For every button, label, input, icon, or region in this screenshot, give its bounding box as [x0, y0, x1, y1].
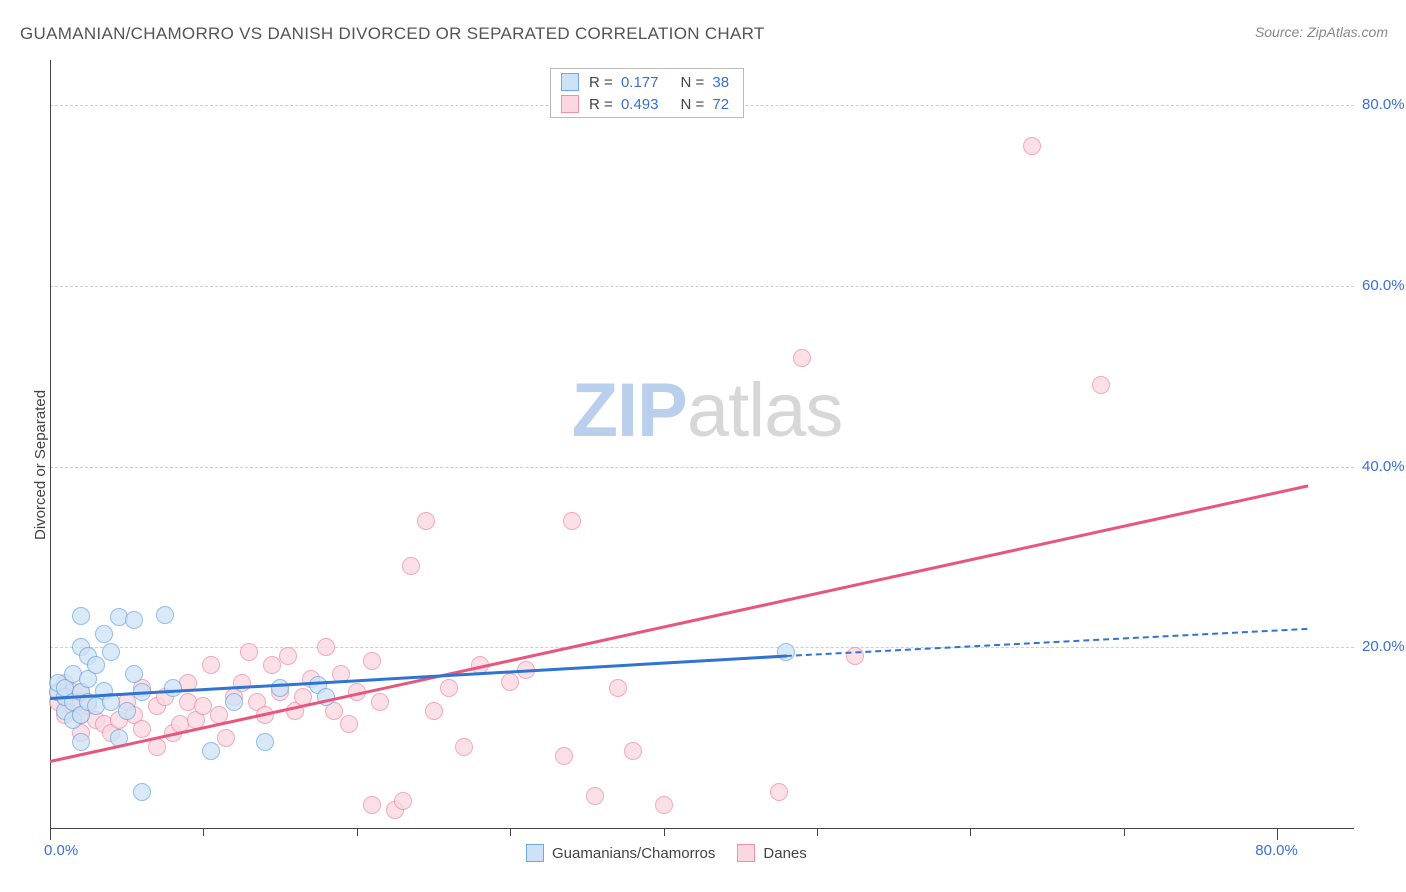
data-point-danes: [217, 729, 235, 747]
x-tick: [664, 828, 665, 836]
data-point-danes: [240, 643, 258, 661]
y-tick-label: 20.0%: [1362, 638, 1405, 655]
data-point-danes: [363, 652, 381, 670]
y-tick-label: 40.0%: [1362, 458, 1405, 475]
stats-text: R = 0.493N = 72: [589, 96, 733, 113]
data-point-guamanians: [156, 606, 174, 624]
source-name: ZipAtlas.com: [1307, 24, 1388, 40]
data-point-danes: [586, 787, 604, 805]
trend-line: [50, 485, 1309, 764]
series-legend: Guamanians/Chamorros Danes: [526, 844, 807, 862]
stats-text: R = 0.177N = 38: [589, 74, 733, 91]
data-point-danes: [417, 512, 435, 530]
legend-swatch-danes: [737, 844, 755, 862]
data-point-danes: [233, 674, 251, 692]
x-tick: [817, 828, 818, 836]
data-point-danes: [425, 702, 443, 720]
swatch-danes: [561, 95, 579, 113]
data-point-danes: [624, 742, 642, 760]
legend-item-danes: Danes: [737, 844, 806, 862]
data-point-guamanians: [72, 733, 90, 751]
x-tick: [1277, 828, 1278, 840]
x-tick: [510, 828, 511, 836]
data-point-danes: [455, 738, 473, 756]
trend-line-dashed: [786, 627, 1308, 656]
y-tick-label: 60.0%: [1362, 277, 1405, 294]
x-tick: [1124, 828, 1125, 836]
data-point-guamanians: [95, 625, 113, 643]
trend-line: [50, 655, 787, 700]
legend-label: Danes: [763, 845, 806, 862]
stats-row-danes: R = 0.493N = 72: [551, 93, 743, 115]
x-tick: [50, 828, 51, 840]
x-tick: [970, 828, 971, 836]
x-tick-label: 80.0%: [1255, 842, 1298, 859]
data-point-guamanians: [256, 733, 274, 751]
y-tick-label: 80.0%: [1362, 96, 1405, 113]
y-axis: [50, 60, 51, 828]
legend-label: Guamanians/Chamorros: [552, 845, 715, 862]
data-point-guamanians: [125, 611, 143, 629]
data-point-danes: [563, 512, 581, 530]
data-point-danes: [440, 679, 458, 697]
data-point-danes: [1023, 137, 1041, 155]
data-point-guamanians: [202, 742, 220, 760]
stats-row-guamanians: R = 0.177N = 38: [551, 71, 743, 93]
x-tick: [357, 828, 358, 836]
data-point-danes: [655, 796, 673, 814]
data-point-guamanians: [118, 702, 136, 720]
data-point-danes: [279, 647, 297, 665]
data-point-danes: [402, 557, 420, 575]
chart-title: GUAMANIAN/CHAMORRO VS DANISH DIVORCED OR…: [20, 24, 765, 44]
x-axis: [50, 828, 1354, 829]
data-point-guamanians: [87, 656, 105, 674]
gridline: [50, 467, 1354, 468]
data-point-danes: [371, 693, 389, 711]
data-point-guamanians: [125, 665, 143, 683]
data-point-danes: [202, 656, 220, 674]
source-prefix: Source:: [1255, 24, 1307, 40]
y-axis-title: Divorced or Separated: [32, 390, 49, 540]
gridline: [50, 286, 1354, 287]
x-tick: [203, 828, 204, 836]
legend-item-guamanians: Guamanians/Chamorros: [526, 844, 715, 862]
data-point-guamanians: [225, 693, 243, 711]
legend-swatch-guamanians: [526, 844, 544, 862]
data-point-danes: [609, 679, 627, 697]
data-point-danes: [363, 796, 381, 814]
data-point-guamanians: [102, 643, 120, 661]
data-point-danes: [793, 349, 811, 367]
data-point-guamanians: [777, 643, 795, 661]
data-point-danes: [770, 783, 788, 801]
data-point-guamanians: [164, 679, 182, 697]
data-point-danes: [133, 720, 151, 738]
data-point-danes: [501, 673, 519, 691]
stats-legend: R = 0.177N = 38 R = 0.493N = 72: [550, 68, 744, 118]
scatter-plot: 20.0%40.0%60.0%80.0%0.0%80.0%: [50, 60, 1354, 828]
data-point-danes: [317, 638, 335, 656]
data-point-danes: [340, 715, 358, 733]
swatch-guamanians: [561, 73, 579, 91]
data-point-guamanians: [271, 679, 289, 697]
data-point-danes: [555, 747, 573, 765]
chart-source: Source: ZipAtlas.com: [1255, 24, 1388, 40]
x-tick-label: 0.0%: [44, 842, 78, 859]
data-point-danes: [1092, 376, 1110, 394]
data-point-guamanians: [133, 783, 151, 801]
data-point-guamanians: [72, 607, 90, 625]
data-point-danes: [394, 792, 412, 810]
